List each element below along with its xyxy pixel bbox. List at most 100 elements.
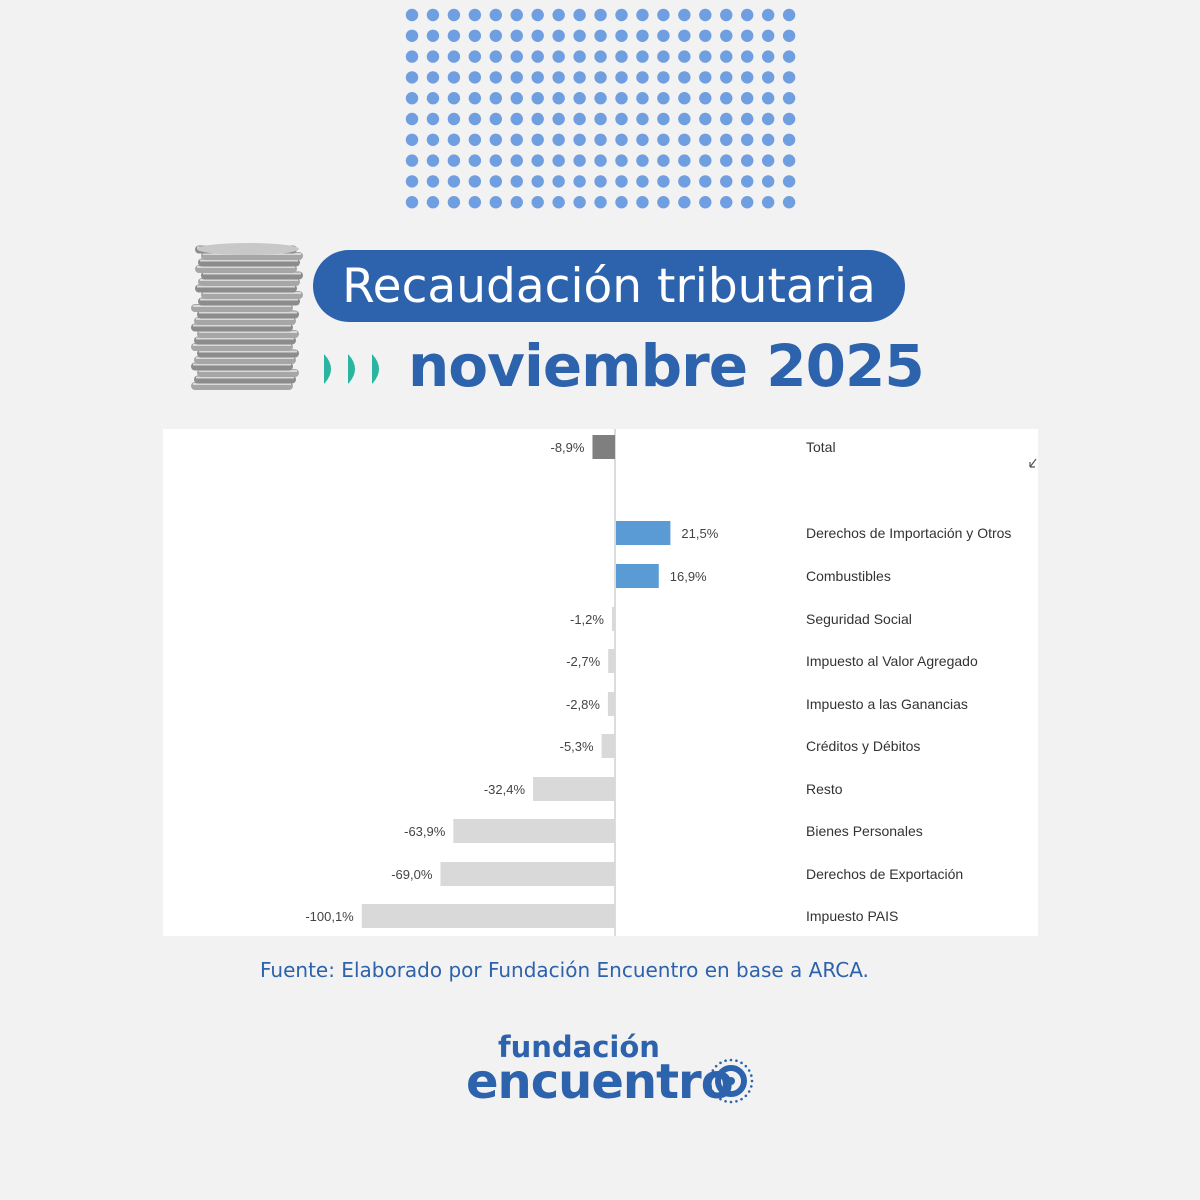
category-label: Créditos y Débitos <box>806 738 920 754</box>
dot <box>552 71 565 84</box>
dot <box>594 29 607 42</box>
dot <box>489 112 502 126</box>
data-label: -32,4% <box>484 782 526 797</box>
data-label: -2,7% <box>566 654 600 669</box>
dot <box>741 92 754 105</box>
dot <box>782 154 796 167</box>
dot <box>447 133 461 146</box>
dot <box>720 71 733 84</box>
dot <box>594 50 607 63</box>
dot <box>468 196 482 209</box>
dot <box>510 92 523 105</box>
dot <box>405 196 419 209</box>
dot <box>531 196 544 209</box>
dot <box>678 8 691 22</box>
dot <box>468 50 482 63</box>
dot <box>615 92 628 105</box>
page-subtitle: noviembre 2025 <box>408 332 925 400</box>
coin-highlight <box>197 266 295 268</box>
dot <box>573 154 586 167</box>
bar <box>601 734 615 758</box>
dot <box>636 196 649 209</box>
dot <box>594 71 607 84</box>
dot <box>468 112 482 126</box>
dot <box>552 8 565 22</box>
dot <box>699 133 712 146</box>
dot <box>573 112 586 126</box>
dot <box>510 196 523 209</box>
dot <box>573 175 586 188</box>
dot <box>510 50 523 63</box>
logo-line2: encuentro <box>466 1054 734 1110</box>
dot <box>678 175 691 188</box>
dot <box>552 133 565 146</box>
coin-highlight <box>200 298 298 301</box>
dot <box>426 92 440 105</box>
dot <box>720 133 733 146</box>
dot <box>615 71 628 84</box>
coin-highlight <box>196 376 294 379</box>
dot <box>426 29 440 42</box>
dot <box>426 71 440 84</box>
page-title: Recaudación tributaria <box>313 250 905 322</box>
dot <box>720 112 733 126</box>
dot <box>468 71 482 84</box>
coin-top <box>197 243 299 255</box>
dot <box>741 112 754 126</box>
dot <box>678 154 691 167</box>
dot <box>615 50 628 63</box>
category-label: Derechos de Importación y Otros <box>806 525 1011 541</box>
expand-arrow-icon <box>1029 458 1037 468</box>
coin-highlight <box>193 305 291 307</box>
coin-highlight <box>203 292 301 294</box>
dot <box>447 112 461 126</box>
dot <box>468 8 482 22</box>
dot <box>741 8 754 22</box>
dot <box>615 196 628 209</box>
dot <box>657 133 670 146</box>
dot <box>489 133 502 146</box>
dot <box>573 133 586 146</box>
bar <box>453 819 615 843</box>
dot <box>531 112 544 126</box>
dot <box>782 50 796 63</box>
dot <box>761 112 775 126</box>
coin-highlight <box>203 272 301 275</box>
dot <box>510 154 523 167</box>
dot <box>405 154 419 167</box>
dot <box>657 92 670 105</box>
dot <box>636 71 649 84</box>
dot <box>531 71 544 84</box>
dot <box>426 175 440 188</box>
dot <box>552 154 565 167</box>
dot <box>489 50 502 63</box>
dot <box>699 196 712 209</box>
dot <box>573 92 586 105</box>
category-label: Seguridad Social <box>806 611 912 627</box>
dot <box>447 50 461 63</box>
dot <box>426 196 440 209</box>
dot <box>489 196 502 209</box>
dot <box>761 175 775 188</box>
dot <box>657 154 670 167</box>
dot <box>489 8 502 22</box>
dot <box>426 112 440 126</box>
dot <box>782 29 796 42</box>
coin-highlight <box>193 363 291 366</box>
coin-highlight <box>199 370 297 372</box>
dot <box>552 29 565 42</box>
dot <box>782 133 796 146</box>
dot <box>678 112 691 126</box>
dot <box>699 71 712 84</box>
dot <box>594 8 607 22</box>
dot <box>761 50 775 63</box>
dot <box>405 29 419 42</box>
dot <box>741 133 754 146</box>
dot <box>678 29 691 42</box>
dot <box>761 196 775 209</box>
bar <box>592 435 615 459</box>
dot <box>489 154 502 167</box>
dot <box>699 154 712 167</box>
category-label: Impuesto al Valor Agregado <box>806 653 978 669</box>
dot <box>741 175 754 188</box>
